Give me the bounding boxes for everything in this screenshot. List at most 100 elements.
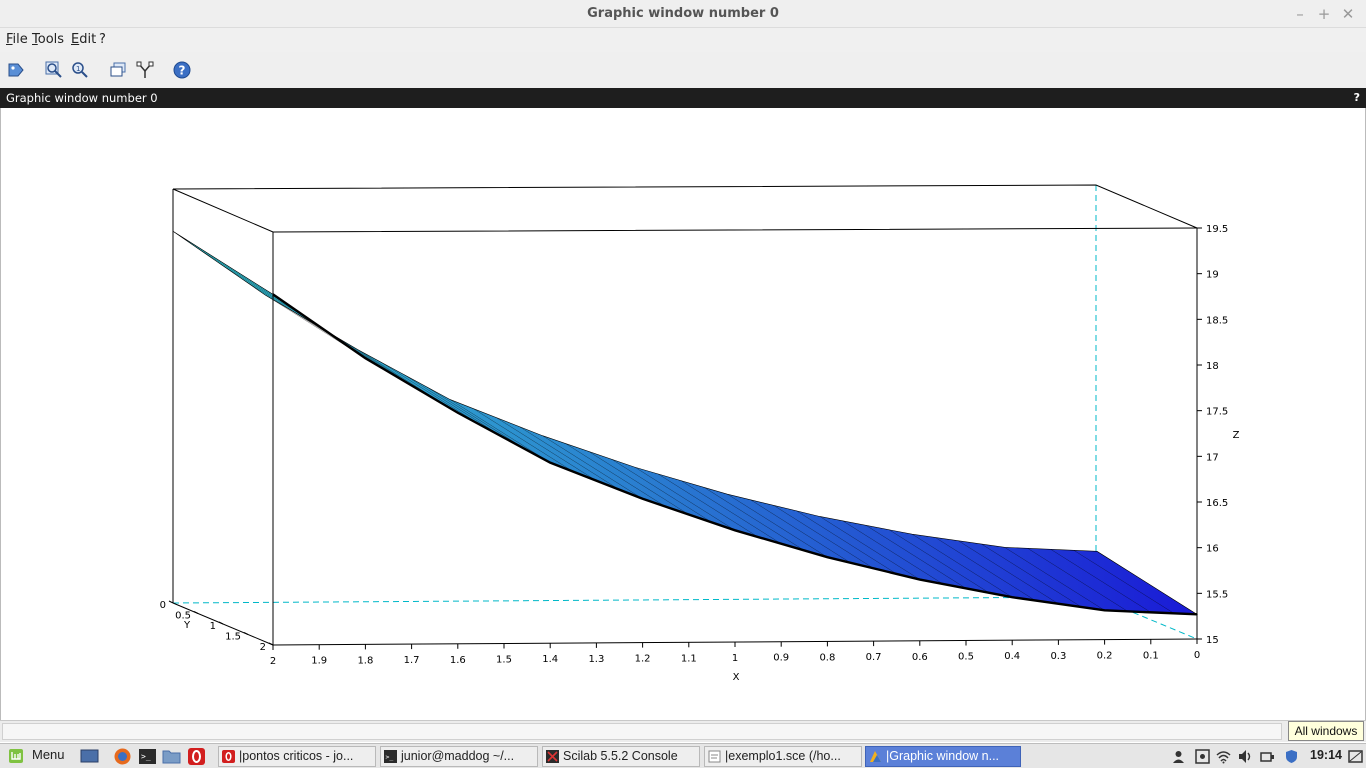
mesh-line xyxy=(473,408,574,472)
task-label: |pontos criticos - jo... xyxy=(239,749,354,763)
mesh-line xyxy=(796,510,897,575)
z-tick-label: 17.5 xyxy=(1206,407,1228,418)
minimize-icon[interactable]: – xyxy=(1296,5,1304,23)
surface-patch xyxy=(172,231,1199,615)
x-tick-label: 1.9 xyxy=(311,656,327,667)
file-manager-icon[interactable] xyxy=(162,747,181,766)
show-desktop-icon[interactable] xyxy=(80,747,99,766)
x-tick-label: 1.7 xyxy=(404,655,420,666)
z-tick-label: 16 xyxy=(1206,544,1219,555)
close-icon[interactable]: ✕ xyxy=(1341,5,1355,23)
datatips-icon[interactable] xyxy=(135,60,155,80)
mesh-line xyxy=(265,294,366,359)
box-top-back-edges xyxy=(172,184,1198,229)
mesh-line xyxy=(727,493,828,558)
screenshot-icon[interactable] xyxy=(1195,749,1210,764)
menu-file[interactable]: File xyxy=(6,32,28,47)
y-tick xyxy=(243,632,249,635)
mesh-line xyxy=(657,473,759,538)
task-opera[interactable]: |pontos criticos - jo... xyxy=(218,746,376,767)
mesh-line xyxy=(634,467,736,531)
mesh-line xyxy=(519,426,620,490)
x-tick-label: 1 xyxy=(732,653,738,664)
mesh-line xyxy=(1050,549,1151,613)
mesh-line xyxy=(588,451,689,515)
y-ticks: 0 0.5 1 1.5 2 xyxy=(160,600,274,653)
mesh-line xyxy=(842,520,944,585)
task-terminal[interactable]: >_ junior@maddog ~/... xyxy=(380,746,538,767)
z-tick-label: 16.5 xyxy=(1206,498,1228,509)
y-tick-label: 1 xyxy=(210,621,216,632)
terminal-icon[interactable]: >_ xyxy=(138,747,157,766)
help-icon[interactable]: ? xyxy=(172,60,192,80)
menu-edit[interactable]: Edit xyxy=(71,32,97,47)
hidden-floor-edge xyxy=(172,596,1097,604)
mesh-line xyxy=(195,247,297,311)
mesh-line xyxy=(334,335,435,400)
mesh-line xyxy=(288,308,389,373)
surface-plot[interactable]: 2 1.9 1.8 1.7 1.6 1.5 1.4 1.3 1.2 1.1 1 0.9 0.8 0.7 0.… xyxy=(1,108,1365,720)
window-list-icon[interactable] xyxy=(1348,749,1363,764)
task-graphic-window[interactable]: |Graphic window n... xyxy=(865,746,1021,767)
datatip-icon[interactable] xyxy=(6,60,26,80)
start-menu-button[interactable]: Menu xyxy=(2,746,70,767)
mesh-line xyxy=(1004,547,1105,611)
mesh-line xyxy=(1027,548,1128,612)
graphic-canvas[interactable]: 2 1.9 1.8 1.7 1.6 1.5 1.4 1.3 1.2 1.1 1 0.9 0.8 0.7 0.… xyxy=(0,108,1366,720)
firefox-icon[interactable] xyxy=(113,747,132,766)
x-tick-label: 1.8 xyxy=(357,655,373,666)
opera-icon[interactable] xyxy=(187,747,206,766)
task-editor[interactable]: |exemplo1.sce (/ho... xyxy=(704,746,862,767)
rotate-icon[interactable] xyxy=(108,60,128,80)
mesh-line xyxy=(542,435,643,499)
task-scilab-console[interactable]: Scilab 5.5.2 Console xyxy=(542,746,700,767)
y-axis-label: Y xyxy=(183,620,191,631)
menu-help[interactable]: ? xyxy=(99,32,106,47)
x-tick-label: 1.3 xyxy=(588,654,604,665)
menu-tools[interactable]: Tools xyxy=(32,32,65,47)
mesh-line xyxy=(958,540,1059,604)
x-tick-label: 1.5 xyxy=(496,655,512,666)
title-bar: Graphic window number 0 – + ✕ xyxy=(0,0,1366,28)
zoom-reset-icon[interactable]: 1 xyxy=(70,60,90,80)
volume-icon[interactable] xyxy=(1238,749,1253,764)
scilab-icon xyxy=(546,750,559,763)
mesh-line xyxy=(611,459,713,523)
panel-help-button[interactable]: ? xyxy=(1353,91,1360,104)
svg-text:?: ? xyxy=(179,64,186,78)
svg-text:>_: >_ xyxy=(141,752,151,761)
opera-icon xyxy=(222,750,235,763)
shield-icon[interactable] xyxy=(1284,749,1299,764)
text-editor-icon xyxy=(708,750,721,763)
status-bar xyxy=(0,720,1366,742)
mesh-line xyxy=(450,399,551,463)
mesh-line xyxy=(981,543,1082,608)
y-tick xyxy=(268,642,274,646)
menu-bar: File Tools Edit ? xyxy=(0,28,1366,52)
y-tick xyxy=(193,611,199,614)
zoom-icon[interactable] xyxy=(44,60,64,80)
mesh-line xyxy=(750,499,851,563)
x-tick-label: 1.6 xyxy=(450,655,466,666)
mesh-line xyxy=(1073,550,1175,614)
x-tick-label: 0.2 xyxy=(1097,651,1113,662)
x-ticks: 2 1.9 1.8 1.7 1.6 1.5 1.4 1.3 1.2 1.1 1 0.9 0.8 0.7 0.… xyxy=(270,639,1200,667)
wifi-icon[interactable] xyxy=(1216,749,1231,764)
mesh-line xyxy=(912,534,1013,598)
z-tick-label: 18 xyxy=(1206,361,1219,372)
power-icon[interactable] xyxy=(1260,749,1275,764)
mesh-line xyxy=(935,537,1036,601)
user-icon[interactable] xyxy=(1171,749,1186,764)
z-ticks: 19.5 19 18.5 18 17.5 17 16.5 16 15.5 15 xyxy=(1197,224,1228,646)
x-tick-label: 0.7 xyxy=(866,652,882,663)
svg-text:>_: >_ xyxy=(386,753,394,761)
z-tick-label: 19 xyxy=(1206,270,1219,281)
mesh-line xyxy=(403,374,505,438)
all-windows-tooltip: All windows xyxy=(1288,721,1364,741)
mesh-line xyxy=(773,505,874,569)
terminal-icon: >_ xyxy=(384,750,397,763)
mesh-line xyxy=(357,349,458,413)
x-tick-label: 0.5 xyxy=(958,652,974,663)
maximize-icon[interactable]: + xyxy=(1317,5,1331,23)
box-top-front-edges xyxy=(172,188,1198,233)
